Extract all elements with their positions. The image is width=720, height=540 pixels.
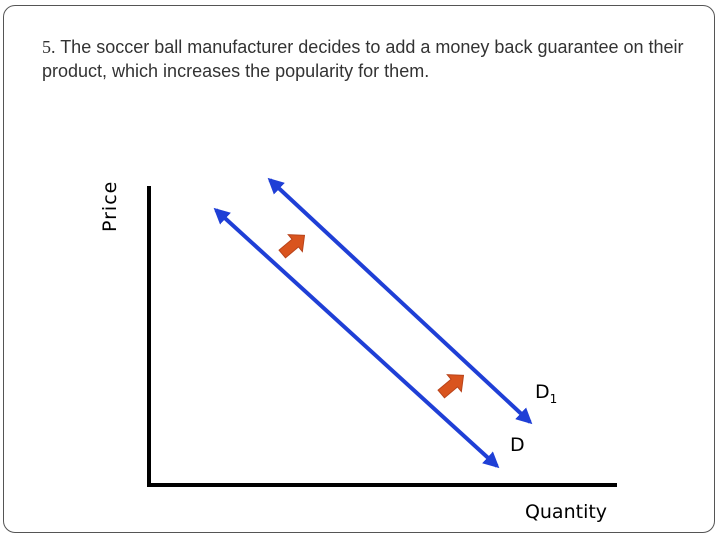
question-text: 5. The soccer ball manufacturer decides … [42,35,714,83]
shift-arrow-lower [437,374,465,399]
slide-frame [3,5,715,533]
x-axis-label: Quantity [525,501,607,523]
axes [147,186,617,487]
curve-label-d: D [510,434,525,456]
y-axis-label: Price [99,181,121,232]
curve-label-d1: D1 [535,381,557,406]
arrow-up-right-icon [278,234,306,259]
question-body: The soccer ball manufacturer decides to … [42,37,684,81]
demand-curve-d1 [267,177,533,425]
shift-arrow-upper [278,234,306,259]
demand-curve-d [213,207,500,469]
arrow-up-right-icon [437,374,465,399]
question-number: 5. [42,37,56,57]
